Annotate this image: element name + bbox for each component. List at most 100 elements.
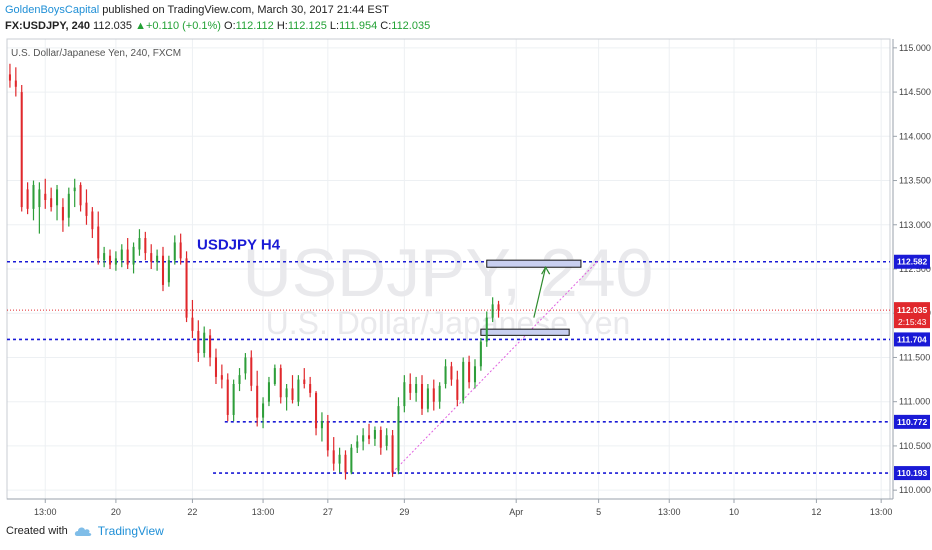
candle-body <box>456 379 459 400</box>
candle <box>468 355 471 389</box>
candle <box>473 359 477 389</box>
candle-body <box>373 430 376 439</box>
time-tick-label: 13:00 <box>870 507 893 517</box>
candle <box>344 450 347 480</box>
candle <box>144 231 147 261</box>
candle <box>326 414 329 457</box>
candle <box>279 364 282 404</box>
candle-body <box>108 255 112 265</box>
level-price-badge <box>894 466 930 481</box>
close-value: 112.035 <box>391 20 431 32</box>
candle-body <box>444 366 447 384</box>
candle <box>61 198 64 232</box>
candle <box>150 244 153 269</box>
candle <box>420 375 424 415</box>
candle-body <box>256 385 259 418</box>
candle-body <box>450 366 453 380</box>
level-price-badge <box>894 332 930 347</box>
candle <box>85 189 88 225</box>
candle-body <box>214 357 218 377</box>
candle-body <box>326 421 329 451</box>
low-value: 111.954 <box>339 20 378 32</box>
candle-body <box>285 388 288 398</box>
candle <box>173 235 176 265</box>
price-zone-box <box>486 259 582 268</box>
candle-body <box>291 388 294 400</box>
candle <box>338 447 341 473</box>
candle-body <box>267 382 270 402</box>
candle-body <box>485 317 488 342</box>
candle-body <box>297 379 300 402</box>
candle-body <box>114 258 117 265</box>
candle <box>356 435 359 453</box>
candle <box>309 376 312 398</box>
candle <box>426 384 429 413</box>
price-tick-label: 111.500 <box>899 352 930 362</box>
level-price-label: 111.704 <box>897 334 927 344</box>
candle-body <box>103 253 106 261</box>
candle-body <box>438 385 441 402</box>
time-tick-label: 13:00 <box>658 507 681 517</box>
candle-body <box>38 189 41 208</box>
candle-body <box>379 430 382 448</box>
candle-body <box>403 382 406 407</box>
candle-body <box>315 392 318 429</box>
candle <box>114 251 117 271</box>
candle-body <box>209 335 212 358</box>
tradingview-brand[interactable]: TradingView <box>97 524 164 538</box>
level-price-badge <box>894 254 930 269</box>
candle <box>138 229 141 256</box>
candle <box>479 338 482 371</box>
time-tick-label: 5 <box>596 507 601 517</box>
candle-body <box>226 379 229 415</box>
candle <box>391 430 394 477</box>
price-tick-label: 113.000 <box>899 220 931 230</box>
candle-body <box>415 384 418 393</box>
candle <box>415 376 418 402</box>
candle-body <box>138 238 141 250</box>
candle-body <box>150 253 153 262</box>
candle <box>44 178 47 209</box>
time-tick-label: 27 <box>323 507 333 517</box>
candle-body <box>50 198 53 208</box>
candle <box>209 329 212 367</box>
candle <box>79 182 82 212</box>
chart-header: GoldenBoysCapital published on TradingVi… <box>5 2 925 34</box>
candle <box>73 178 76 208</box>
candle <box>220 364 223 389</box>
candle <box>67 187 70 227</box>
publisher-link[interactable]: GoldenBoysCapital <box>5 4 100 16</box>
candle-body <box>120 249 123 261</box>
time-tick-label: 10 <box>729 507 739 517</box>
candle-body <box>161 255 165 285</box>
candle <box>26 182 29 215</box>
time-tick-label: 13:00 <box>34 507 57 517</box>
candle <box>156 249 159 271</box>
candle-body <box>232 384 235 415</box>
candle-body <box>56 189 59 206</box>
candle-body <box>67 193 70 218</box>
candle <box>273 364 276 386</box>
candle-body <box>244 357 247 374</box>
candle <box>179 233 182 265</box>
candle <box>161 246 165 292</box>
candle <box>91 207 94 239</box>
time-tick-label: 22 <box>187 507 197 517</box>
candle-body <box>26 189 29 209</box>
candle <box>291 375 294 404</box>
candle-body <box>391 435 394 473</box>
candle <box>56 184 59 221</box>
candle <box>497 300 500 318</box>
candle <box>491 297 494 323</box>
candle-body <box>191 317 194 331</box>
candle <box>297 375 300 407</box>
candle <box>385 428 388 451</box>
last-price-label: 112.035 <box>897 305 928 315</box>
candle <box>8 63 11 88</box>
candle-body <box>344 454 347 473</box>
candle <box>450 361 453 386</box>
candle <box>250 350 253 392</box>
candle-body <box>8 74 11 81</box>
candle-body <box>273 368 276 384</box>
